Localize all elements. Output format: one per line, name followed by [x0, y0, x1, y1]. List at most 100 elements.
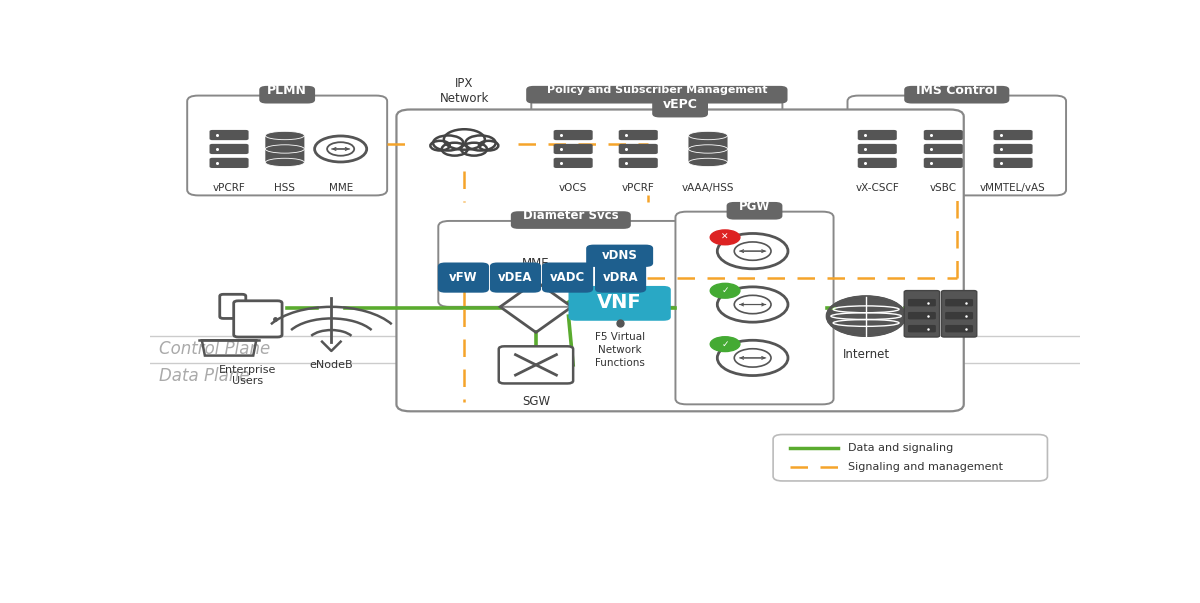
FancyBboxPatch shape: [858, 130, 896, 140]
FancyBboxPatch shape: [847, 96, 1066, 195]
Text: vPCRF: vPCRF: [212, 183, 246, 193]
FancyBboxPatch shape: [946, 312, 973, 320]
FancyBboxPatch shape: [526, 86, 787, 104]
FancyBboxPatch shape: [924, 144, 962, 154]
Text: vMMTEL/vAS: vMMTEL/vAS: [980, 183, 1046, 193]
FancyBboxPatch shape: [726, 202, 782, 219]
Text: eNodeB: eNodeB: [310, 360, 353, 370]
Circle shape: [466, 136, 496, 151]
FancyBboxPatch shape: [220, 294, 246, 318]
Text: SGW: SGW: [522, 395, 550, 408]
FancyBboxPatch shape: [569, 286, 671, 321]
FancyBboxPatch shape: [858, 144, 896, 154]
Text: HSS: HSS: [275, 183, 295, 193]
FancyBboxPatch shape: [259, 86, 316, 104]
Text: vFW: vFW: [449, 271, 478, 284]
FancyBboxPatch shape: [438, 221, 703, 307]
Text: PGW: PGW: [739, 200, 770, 213]
Circle shape: [461, 143, 487, 156]
FancyBboxPatch shape: [234, 301, 282, 337]
Text: MME: MME: [522, 257, 550, 270]
Circle shape: [442, 143, 468, 156]
FancyBboxPatch shape: [924, 130, 962, 140]
FancyBboxPatch shape: [553, 158, 593, 168]
FancyBboxPatch shape: [438, 262, 488, 292]
Ellipse shape: [265, 131, 305, 140]
Circle shape: [710, 336, 740, 352]
Circle shape: [710, 230, 740, 245]
FancyBboxPatch shape: [619, 144, 658, 154]
FancyBboxPatch shape: [619, 158, 658, 168]
Text: PLMN: PLMN: [268, 84, 307, 97]
FancyBboxPatch shape: [396, 110, 964, 411]
Text: Data and signaling: Data and signaling: [847, 443, 953, 452]
FancyBboxPatch shape: [924, 158, 962, 168]
Text: vEPC: vEPC: [662, 98, 697, 111]
FancyBboxPatch shape: [187, 96, 388, 195]
Text: MME: MME: [329, 183, 353, 193]
FancyBboxPatch shape: [994, 144, 1032, 154]
Text: vSBC: vSBC: [930, 183, 956, 193]
Text: vX-CSCF: vX-CSCF: [856, 183, 899, 193]
Text: Diameter Svcs: Diameter Svcs: [523, 209, 619, 222]
FancyBboxPatch shape: [946, 299, 973, 306]
FancyBboxPatch shape: [773, 435, 1048, 481]
FancyBboxPatch shape: [908, 312, 936, 320]
Text: F5 Virtual
Network
Functions: F5 Virtual Network Functions: [594, 332, 644, 368]
Text: vADC: vADC: [550, 271, 586, 284]
FancyBboxPatch shape: [210, 144, 248, 154]
Text: vDNS: vDNS: [601, 249, 637, 262]
Text: Signaling and management: Signaling and management: [847, 462, 1002, 472]
FancyBboxPatch shape: [619, 130, 658, 140]
Circle shape: [431, 141, 450, 151]
FancyBboxPatch shape: [908, 299, 936, 306]
Text: Control Plane: Control Plane: [160, 340, 270, 358]
FancyBboxPatch shape: [942, 291, 977, 337]
FancyBboxPatch shape: [994, 158, 1032, 168]
FancyBboxPatch shape: [210, 130, 248, 140]
FancyBboxPatch shape: [595, 262, 646, 292]
FancyBboxPatch shape: [553, 130, 593, 140]
FancyBboxPatch shape: [499, 346, 574, 384]
Text: vOCS: vOCS: [559, 183, 587, 193]
FancyBboxPatch shape: [210, 158, 248, 168]
Text: IPX
Network: IPX Network: [439, 77, 490, 105]
FancyBboxPatch shape: [511, 211, 631, 229]
FancyBboxPatch shape: [994, 130, 1032, 140]
Ellipse shape: [265, 145, 305, 153]
Text: Internet: Internet: [842, 348, 889, 361]
Text: vPCRF: vPCRF: [622, 183, 655, 193]
Text: IMS Control: IMS Control: [916, 84, 997, 97]
FancyBboxPatch shape: [542, 262, 593, 292]
FancyBboxPatch shape: [905, 86, 1009, 104]
FancyBboxPatch shape: [908, 325, 936, 332]
FancyBboxPatch shape: [946, 325, 973, 332]
Text: ✓: ✓: [721, 339, 728, 349]
Circle shape: [827, 297, 905, 336]
FancyBboxPatch shape: [586, 245, 653, 267]
FancyBboxPatch shape: [905, 291, 940, 337]
Text: Data Plane: Data Plane: [160, 367, 250, 385]
Text: Enterprise
Users: Enterprise Users: [218, 365, 276, 387]
Ellipse shape: [689, 145, 727, 153]
FancyBboxPatch shape: [653, 100, 708, 118]
Text: ✓: ✓: [721, 286, 728, 295]
FancyBboxPatch shape: [676, 212, 834, 405]
Text: VNF: VNF: [598, 292, 642, 312]
FancyBboxPatch shape: [265, 136, 305, 162]
Text: Policy and Subscriber Management: Policy and Subscriber Management: [546, 85, 767, 95]
FancyBboxPatch shape: [689, 136, 727, 162]
Text: vDRA: vDRA: [602, 271, 638, 284]
FancyBboxPatch shape: [532, 96, 782, 195]
Ellipse shape: [265, 158, 305, 166]
FancyBboxPatch shape: [858, 158, 896, 168]
Circle shape: [479, 141, 498, 151]
Circle shape: [433, 136, 463, 151]
FancyBboxPatch shape: [553, 144, 593, 154]
FancyBboxPatch shape: [490, 262, 541, 292]
Text: ✕: ✕: [721, 233, 728, 242]
Text: vDEA: vDEA: [498, 271, 533, 284]
Circle shape: [710, 283, 740, 298]
Ellipse shape: [689, 158, 727, 166]
Text: vAAA/HSS: vAAA/HSS: [682, 183, 734, 193]
